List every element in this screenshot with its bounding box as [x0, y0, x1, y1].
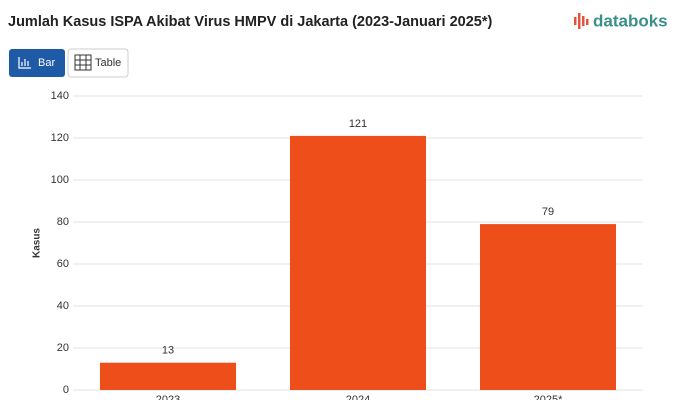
- bar: [289, 135, 427, 390]
- bar: [479, 224, 617, 390]
- table-icon: [74, 54, 92, 71]
- y-tick-label: 80: [57, 216, 69, 228]
- x-tick-label: 2024: [346, 394, 370, 400]
- brand-name: databoks: [593, 11, 668, 30]
- logo-icon: [578, 13, 581, 29]
- logo-icon: [586, 19, 589, 25]
- y-tick-label: 40: [57, 300, 69, 312]
- data-label: 121: [349, 118, 367, 130]
- brand-logo: databoks: [574, 11, 668, 30]
- bar-button[interactable]: Bar: [9, 49, 65, 77]
- logo-icon: [582, 16, 585, 26]
- y-tick-label: 140: [51, 90, 69, 102]
- y-tick-label: 60: [57, 258, 69, 270]
- y-tick-label: 0: [63, 384, 69, 396]
- button-label[interactable]: Table: [95, 57, 121, 69]
- bar: [99, 362, 237, 390]
- x-tick-label: 2023: [156, 394, 180, 400]
- logo-icon: [574, 17, 577, 25]
- y-tick-label: 100: [51, 174, 69, 186]
- table-button[interactable]: Table: [67, 48, 129, 78]
- data-label: 13: [162, 345, 174, 357]
- chart-title: Jumlah Kasus ISPA Akibat Virus HMPV di J…: [8, 14, 493, 30]
- y-tick-label: 120: [51, 132, 69, 144]
- data-label: 79: [542, 206, 554, 218]
- y-tick-label: 20: [57, 342, 69, 354]
- x-tick-label: 2025*: [534, 394, 563, 400]
- button-label[interactable]: Bar: [38, 57, 55, 69]
- y-axis-label: Kasus: [32, 228, 43, 258]
- bar-icon: [18, 57, 31, 69]
- button-bg[interactable]: [9, 49, 65, 77]
